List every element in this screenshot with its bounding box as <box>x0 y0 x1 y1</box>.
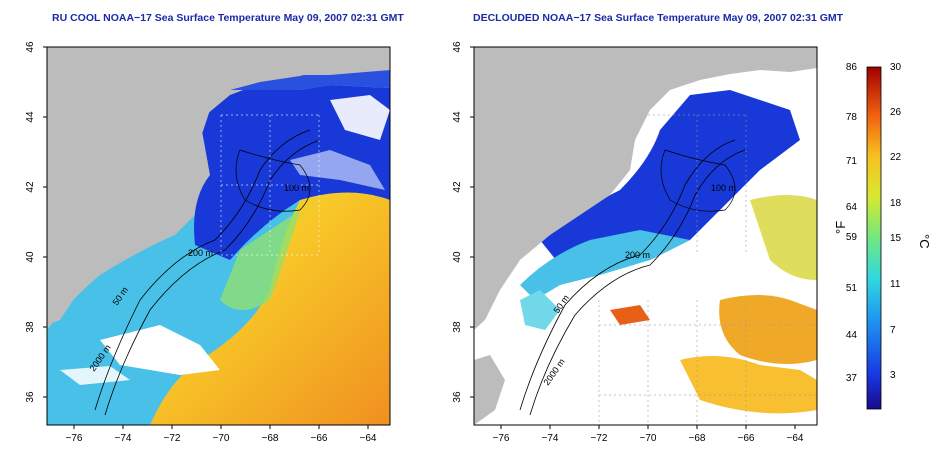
cloud-patch <box>330 95 390 140</box>
map-frame <box>46 46 391 426</box>
warm-water <box>719 295 817 364</box>
x-tick-label: −68 <box>689 433 706 444</box>
x-tick-label: −76 <box>66 433 83 444</box>
transition-water <box>220 210 300 310</box>
cloud-patch <box>60 366 130 385</box>
cloud-patch <box>100 325 220 375</box>
y-tick-label: 38 <box>25 321 36 333</box>
warm-water <box>610 305 650 325</box>
celsius-tick-label: 15 <box>890 233 902 244</box>
colorbar: 86 78 71 64 59 51 44 37 30 26 22 18 15 11 7 3 °F °C <box>833 62 932 410</box>
shelf-water <box>520 290 560 330</box>
left-map: 200 m 50 m 2000 m 100 m <box>46 46 391 426</box>
y-tick-label: 44 <box>25 111 36 123</box>
y-tick-label: 46 <box>452 41 463 53</box>
y-tick-label: 44 <box>452 111 463 123</box>
fahrenheit-tick-label: 64 <box>846 202 858 213</box>
x-tick-label: −68 <box>262 433 279 444</box>
coastline-land <box>47 47 390 325</box>
contour-label-200m: 200 m <box>625 250 650 260</box>
x-tick-label: −64 <box>360 433 377 444</box>
fahrenheit-tick-label: 86 <box>846 62 858 73</box>
fahrenheit-tick-label: 37 <box>846 373 858 384</box>
y-tick-label: 40 <box>452 251 463 263</box>
celsius-tick-label: 26 <box>890 107 902 118</box>
x-tick-label: −76 <box>493 433 510 444</box>
y-tick-label: 42 <box>25 181 36 193</box>
cloud-patch <box>290 150 385 190</box>
celsius-tick-label: 30 <box>890 62 902 73</box>
cold-water-north <box>230 70 390 90</box>
fahrenheit-tick-label: 51 <box>846 283 858 294</box>
warm-water <box>680 356 817 414</box>
x-tick-label: −66 <box>738 433 755 444</box>
fahrenheit-tick-label: 78 <box>846 112 858 123</box>
depth-contour <box>519 139 736 411</box>
coastline-land <box>474 47 817 330</box>
right-map: 200 m 50 m 2000 m 100 m <box>473 46 818 426</box>
y-tick-label: 38 <box>452 321 463 333</box>
map-axes: −76 −74 −72 −70 −68 −66 −64 46 44 42 40 38 36 −76 −74 −… <box>25 41 804 444</box>
y-tick-label: 42 <box>452 181 463 193</box>
celsius-tick-label: 18 <box>890 198 902 209</box>
colorbar-ticks: 86 78 71 64 59 51 44 37 30 26 22 18 15 11 7 3 <box>846 62 902 384</box>
celsius-tick-label: 3 <box>890 370 896 381</box>
graticule <box>220 114 320 256</box>
map-title-left: RU COOL NOAA−17 Sea Surface Temperature … <box>52 12 404 24</box>
y-tick-label: 40 <box>25 251 36 263</box>
depth-contour <box>529 149 746 416</box>
x-tick-label: −64 <box>787 433 804 444</box>
map-frame <box>473 46 818 426</box>
map-title-right: DECLOUDED NOAA−17 Sea Surface Temperatur… <box>473 12 844 24</box>
x-tick-label: −66 <box>311 433 328 444</box>
contour-label-200m: 200 m <box>188 248 213 258</box>
y-tick-label: 36 <box>25 391 36 403</box>
depth-contour <box>235 149 311 212</box>
fahrenheit-tick-label: 71 <box>846 156 858 167</box>
contour-label-100m: 100 m <box>711 183 736 193</box>
fahrenheit-tick-label: 59 <box>846 232 858 243</box>
coastline-land <box>474 355 505 425</box>
cold-water <box>540 90 800 270</box>
celsius-tick-label: 7 <box>890 325 896 336</box>
celsius-unit-label: °C <box>917 234 932 249</box>
depth-contour <box>94 129 311 411</box>
x-tick-label: −72 <box>591 433 608 444</box>
y-tick-label: 46 <box>25 41 36 53</box>
x-tick-label: −72 <box>164 433 181 444</box>
celsius-tick-label: 22 <box>890 152 902 163</box>
x-tick-label: −74 <box>542 433 559 444</box>
cold-water <box>194 80 390 260</box>
x-tick-label: −70 <box>213 433 230 444</box>
fahrenheit-tick-label: 44 <box>846 330 858 341</box>
x-tick-label: −70 <box>640 433 657 444</box>
y-tick-label: 36 <box>452 391 463 403</box>
depth-contour <box>660 149 736 212</box>
x-tick-label: −74 <box>115 433 132 444</box>
depth-contour <box>104 139 321 416</box>
celsius-tick-label: 11 <box>890 279 901 290</box>
warm-water <box>750 195 817 280</box>
fahrenheit-unit-label: °F <box>833 221 848 234</box>
graticule <box>598 114 817 425</box>
contour-label-100m: 100 m <box>284 183 309 193</box>
colorbar-ramp <box>866 66 882 410</box>
